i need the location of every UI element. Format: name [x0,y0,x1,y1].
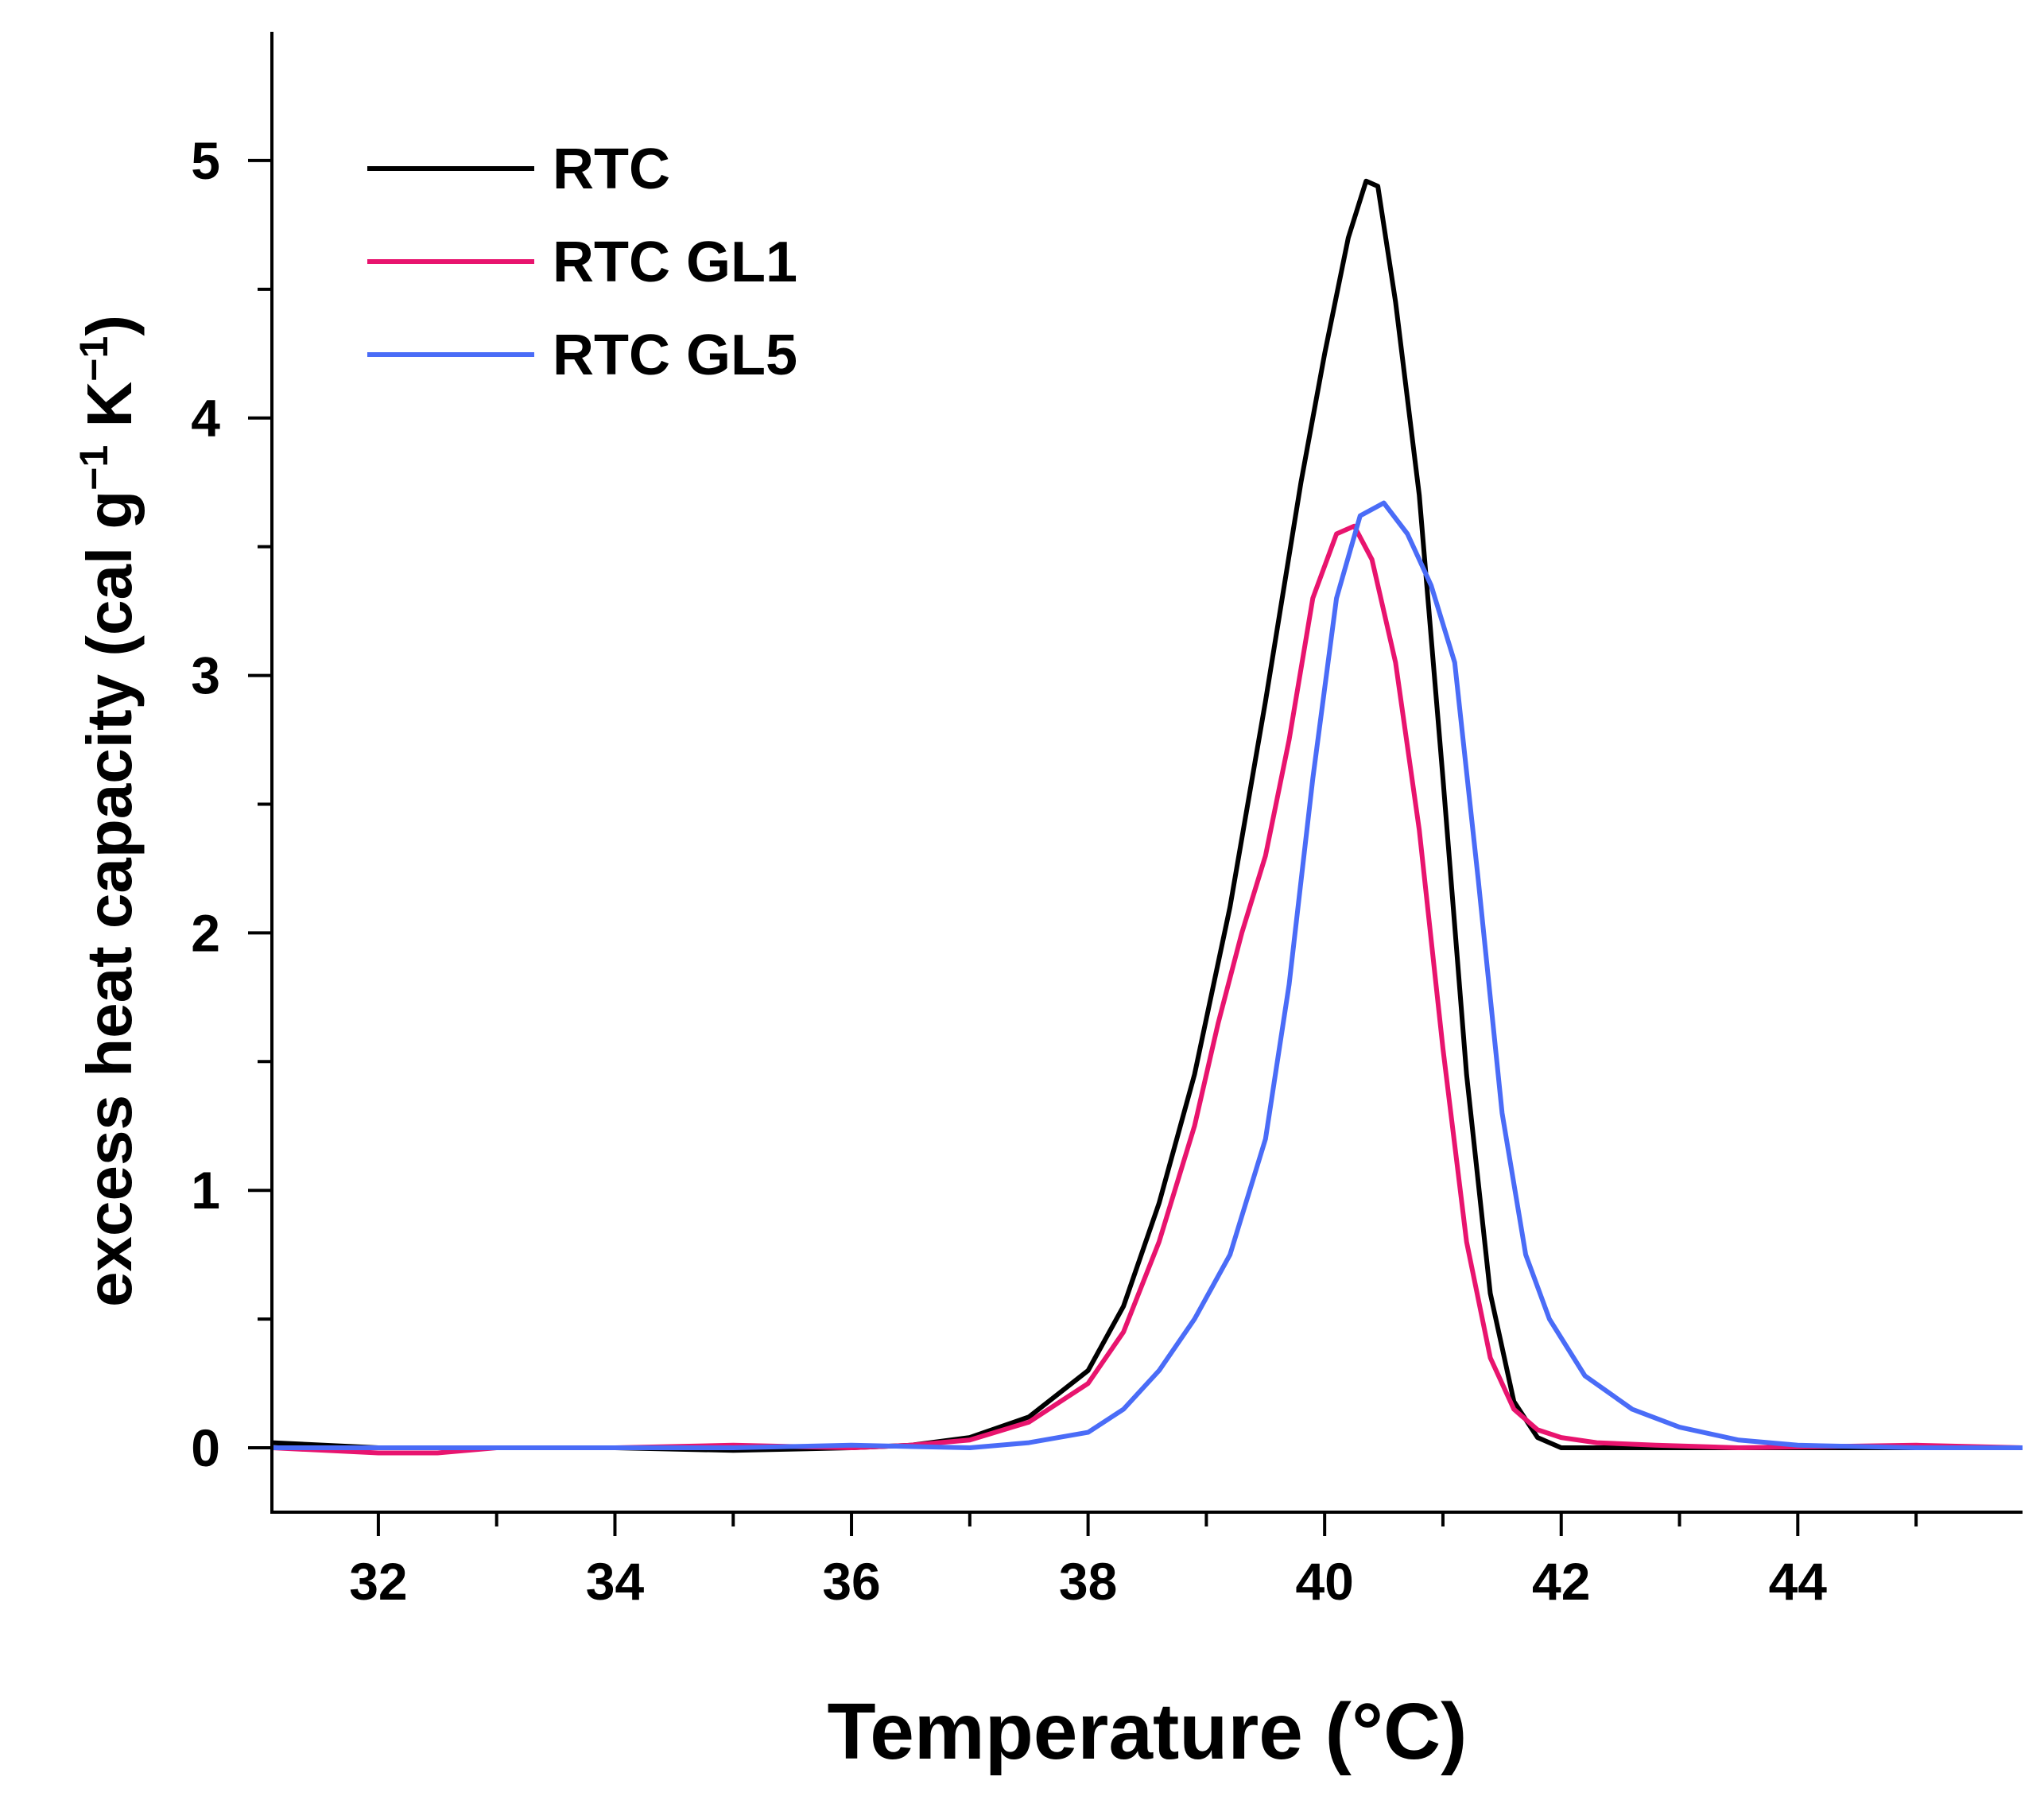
legend: RTC RTC GL1 RTC GL5 [367,138,797,387]
y-axis-title-close: ) [74,315,145,336]
y-axis-title-exp1: −1 [72,445,116,491]
y-tick-label: 5 [191,131,220,190]
legend-label-1: RTC [553,138,670,201]
x-axis-title: Temperature (°C) [828,1687,1468,1776]
series-line-3 [272,500,2023,1450]
y-tick-label: 3 [191,646,220,705]
x-tick-label: 36 [822,1552,880,1611]
y-axis-title-main: excess heat capacity (cal g [74,491,145,1307]
y-axis-title: excess heat capacity (cal g−1 K−1) [72,315,145,1307]
x-tick-label: 40 [1295,1552,1353,1611]
x-tick-label: 34 [586,1552,645,1611]
x-tick-label: 38 [1059,1552,1117,1611]
x-tick-label: 44 [1769,1552,1828,1611]
legend-label-2: RTC GL1 [553,231,797,294]
legend-label-3: RTC GL5 [553,324,797,387]
y-tick-label: 4 [191,389,220,448]
y-tick-label: 2 [191,903,220,962]
series-line-1 [272,178,2023,1453]
series-line-2 [272,523,2023,1456]
series-layer [272,178,2023,1456]
axes-layer [270,32,2023,1514]
y-axis-title-unit: K [74,381,145,444]
x-tick-label: 32 [349,1552,407,1611]
y-tick-label: 1 [191,1161,220,1220]
x-tick-label: 42 [1532,1552,1590,1611]
y-axis-title-exp2: −1 [72,336,116,382]
y-tick-label: 0 [191,1418,220,1477]
